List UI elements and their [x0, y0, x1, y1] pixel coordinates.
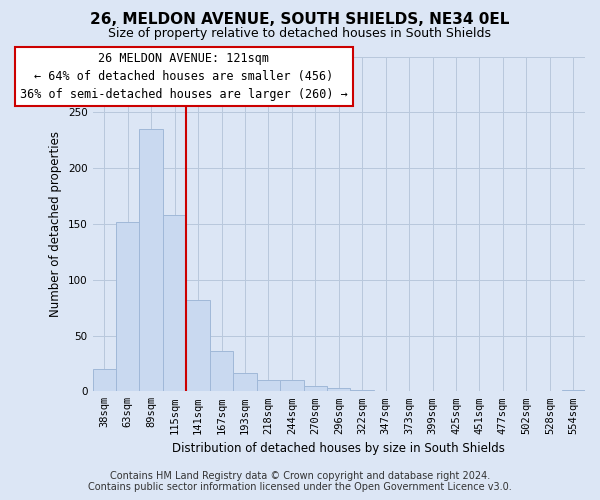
Y-axis label: Number of detached properties: Number of detached properties [49, 131, 62, 317]
Bar [280, 380, 304, 392]
X-axis label: Distribution of detached houses by size in South Shields: Distribution of detached houses by size … [172, 442, 505, 455]
Bar [233, 374, 257, 392]
Bar [187, 300, 210, 392]
Text: 26, MELDON AVENUE, SOUTH SHIELDS, NE34 0EL: 26, MELDON AVENUE, SOUTH SHIELDS, NE34 0… [91, 12, 509, 28]
Bar [257, 380, 280, 392]
Bar [92, 369, 116, 392]
Text: 26 MELDON AVENUE: 121sqm
← 64% of detached houses are smaller (456)
36% of semi-: 26 MELDON AVENUE: 121sqm ← 64% of detach… [20, 52, 348, 101]
Text: Contains HM Land Registry data © Crown copyright and database right 2024.
Contai: Contains HM Land Registry data © Crown c… [88, 471, 512, 492]
Bar [210, 351, 233, 392]
Bar [304, 386, 327, 392]
Text: Size of property relative to detached houses in South Shields: Size of property relative to detached ho… [109, 28, 491, 40]
Bar [163, 215, 187, 392]
Bar [350, 390, 374, 392]
Bar [139, 129, 163, 392]
Bar [327, 388, 350, 392]
Bar [562, 390, 585, 392]
Bar [116, 222, 139, 392]
